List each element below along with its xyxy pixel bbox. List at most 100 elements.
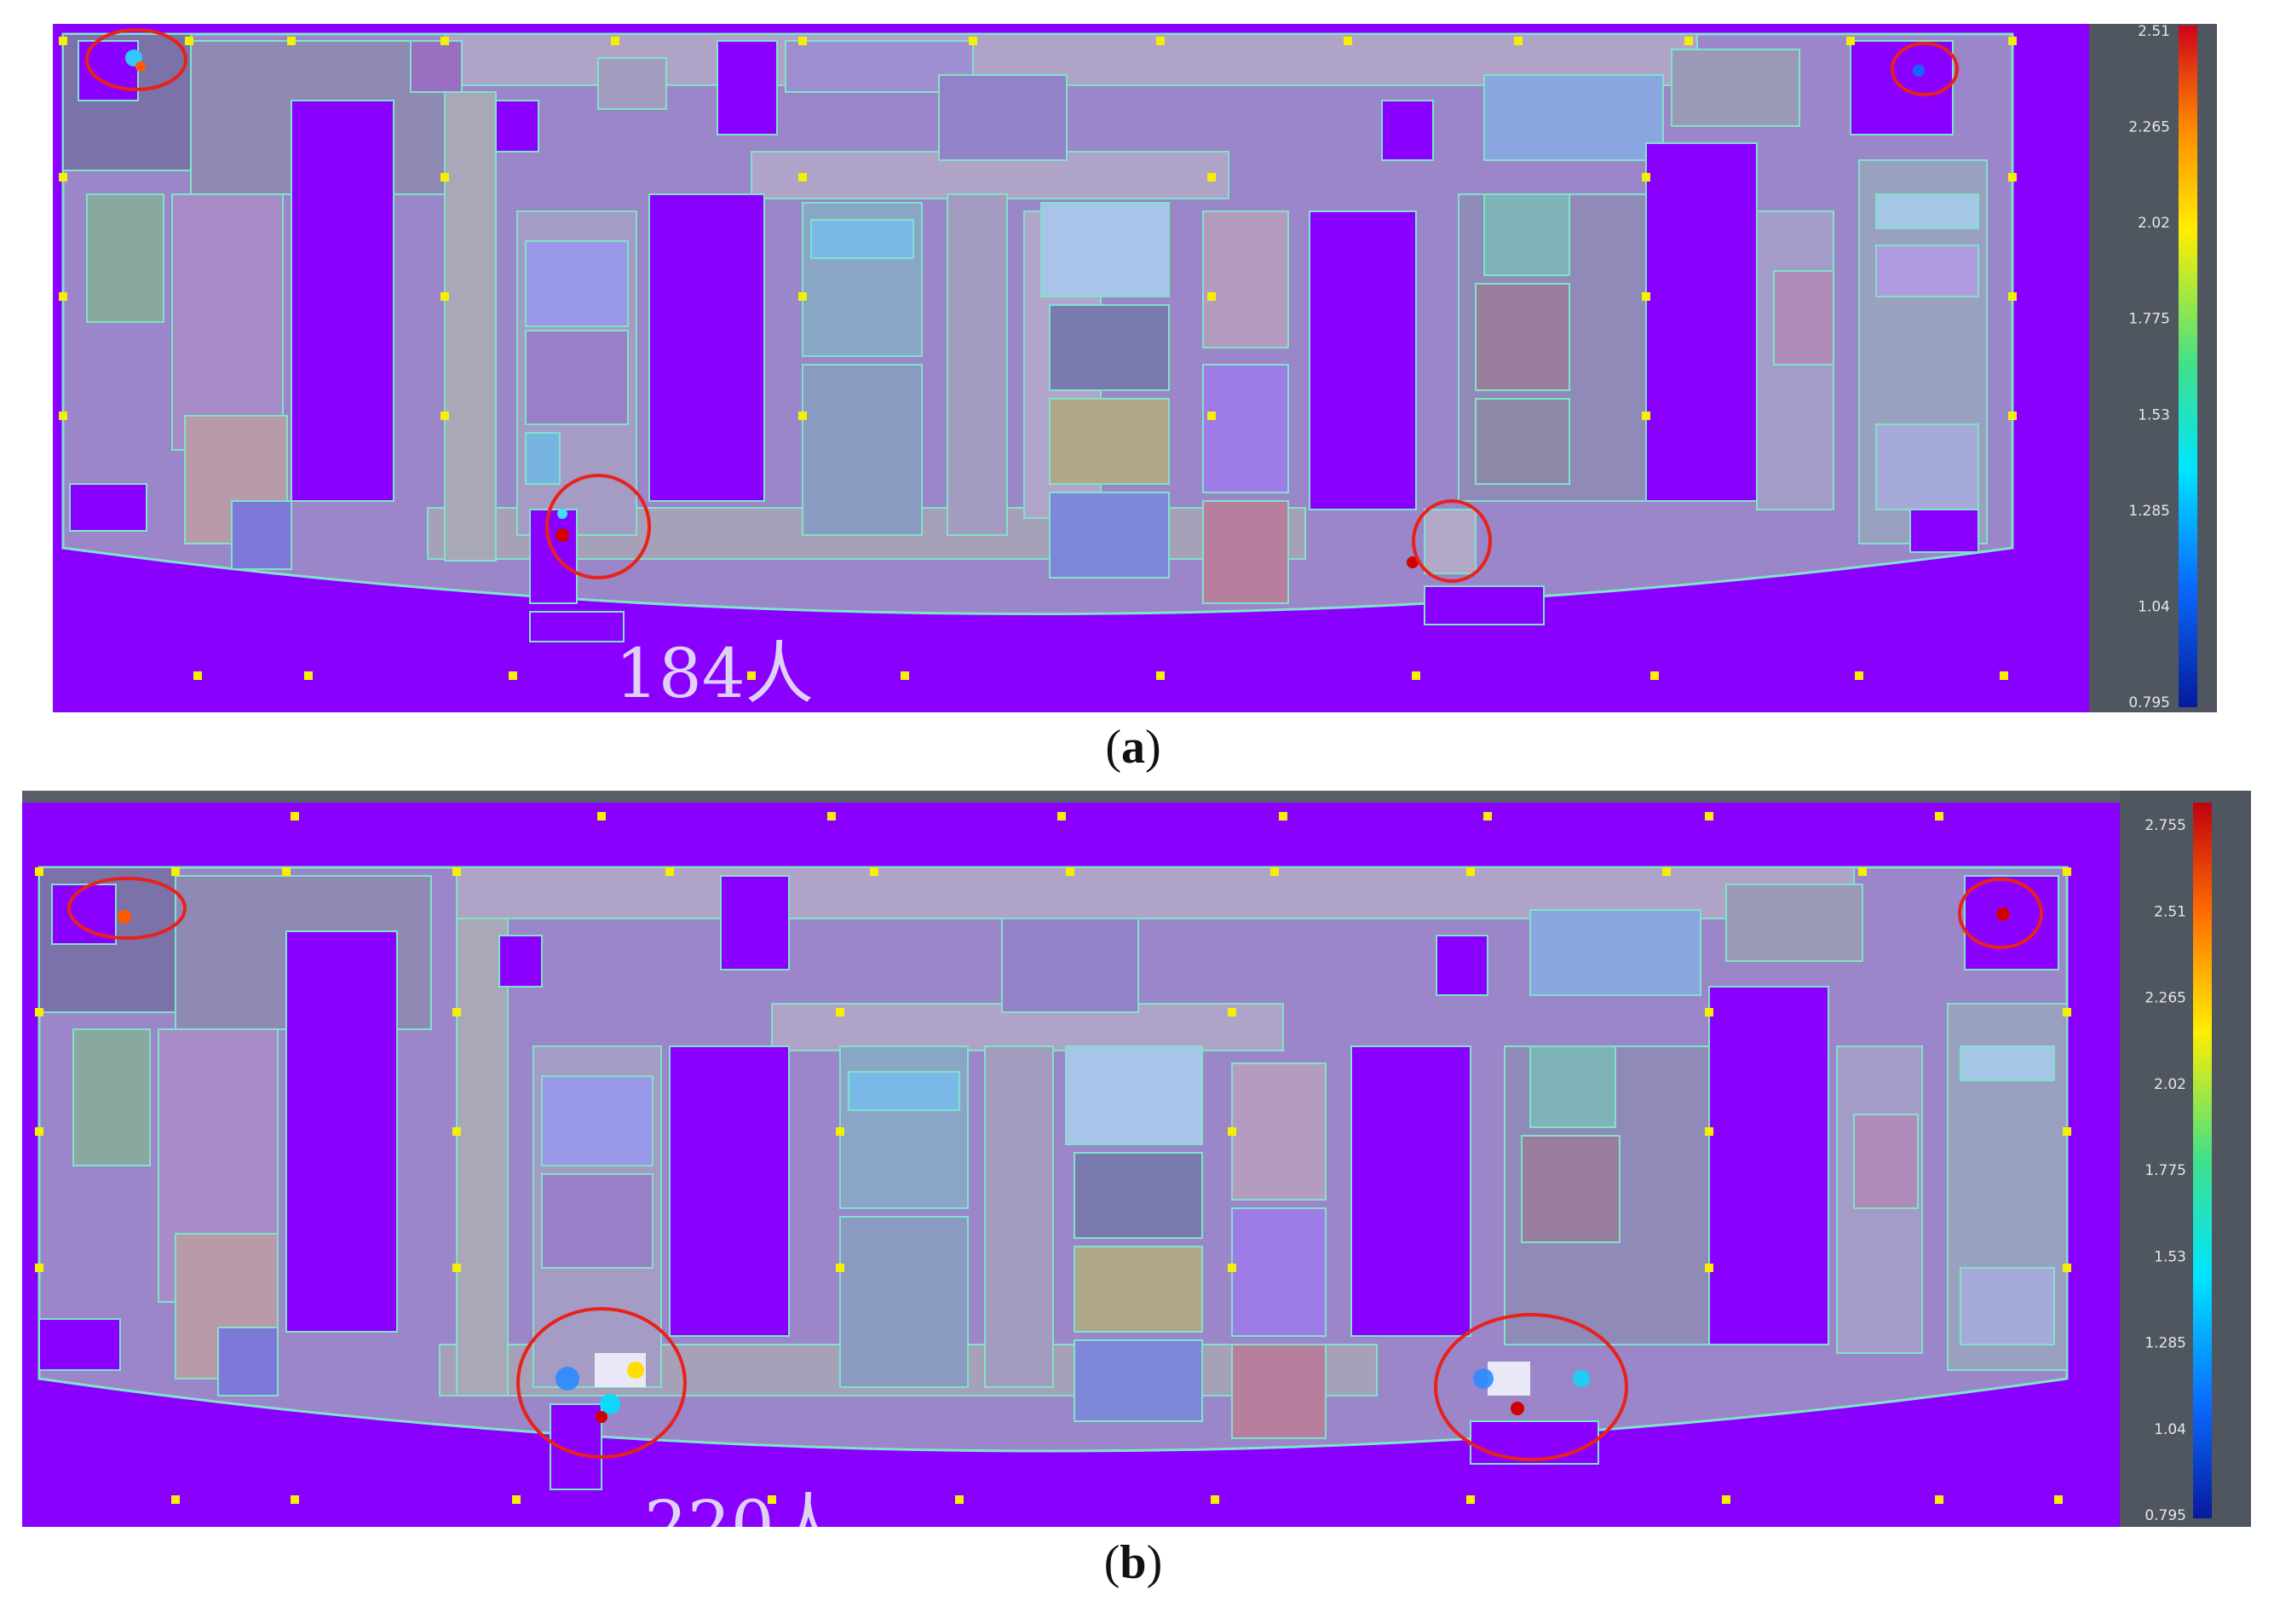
- colorbar-tick-a: 1.775: [2128, 311, 2170, 328]
- sensor-marker-b: [1705, 812, 1713, 821]
- sensor-marker-a: [2000, 671, 2008, 680]
- highlight-rings-a: [85, 28, 1959, 583]
- sensor-marker-a: [1642, 173, 1650, 181]
- sensor-marker-b: [1228, 1127, 1236, 1136]
- sensor-marker-a: [1207, 412, 1216, 420]
- sensor-marker-b: [35, 1264, 43, 1272]
- panel-a: 2.51 2.265 2.02 1.775 1.53 1.285 1.04 0.795: [53, 24, 2217, 712]
- sensor-marker-a: [59, 412, 67, 420]
- sensor-marker-a: [1684, 37, 1693, 45]
- sensor-marker-a: [1846, 37, 1855, 45]
- sensor-marker-a: [59, 173, 67, 181]
- sensor-marker-a: [509, 671, 517, 680]
- sensor-marker-b: [1466, 1495, 1475, 1504]
- sensor-marker-b: [452, 867, 461, 876]
- sensor-marker-b: [836, 1264, 844, 1272]
- colorbar-tick-a: 2.265: [2128, 119, 2170, 136]
- sensor-marker-a: [1855, 671, 1863, 680]
- sensor-marker-b: [870, 867, 878, 876]
- sensor-marker-b: [1466, 867, 1475, 876]
- sensor-marker-b: [1705, 1008, 1713, 1016]
- occupancy-text-b: 220人: [644, 1486, 843, 1527]
- colorbar-ticks-a: 2.51 2.265 2.02 1.775 1.53 1.285 1.04 0.795: [2128, 24, 2170, 711]
- sensor-marker-b: [1228, 1008, 1236, 1016]
- floor-plan-a: 2.51 2.265 2.02 1.775 1.53 1.285 1.04 0.795: [53, 24, 2217, 712]
- sensor-marker-b: [1483, 812, 1492, 821]
- sensor-marker-b: [1722, 1495, 1730, 1504]
- sensor-marker-b: [1066, 867, 1074, 876]
- colorbar-gradient-b: [2193, 803, 2212, 1518]
- sensor-marker-b: [452, 1127, 461, 1136]
- sensor-marker-a: [1642, 412, 1650, 420]
- sensor-marker-b: [836, 1127, 844, 1136]
- colorbar-tick-a: 1.04: [2138, 598, 2170, 615]
- sensor-marker-b: [1662, 867, 1671, 876]
- sensor-marker-a: [287, 37, 296, 45]
- sensor-marker-b: [171, 867, 180, 876]
- sensor-marker-b: [1858, 867, 1867, 876]
- sensor-marker-a: [798, 412, 807, 420]
- colorbar-frame-b: [2120, 791, 2251, 1527]
- sensor-marker-a: [1412, 671, 1420, 680]
- sensor-marker-a: [304, 671, 313, 680]
- sensor-marker-a: [185, 37, 193, 45]
- sensor-marker-a: [1642, 292, 1650, 301]
- panel-label-b: (b): [1103, 1536, 1163, 1589]
- sensor-marker-a: [2008, 37, 2017, 45]
- sensor-marker-a: [1207, 173, 1216, 181]
- panel-b: 2.755 2.51 2.265 2.02 1.775 1.53 1.285 1.04 0.79…: [22, 791, 2251, 1527]
- sensor-marker-b: [452, 1008, 461, 1016]
- sensor-marker-b: [2054, 1495, 2063, 1504]
- sensor-marker-a: [1650, 671, 1659, 680]
- sensor-marker-b: [2063, 1127, 2071, 1136]
- colorbar-tick-b: 2.265: [2144, 990, 2186, 1007]
- sensor-marker-b: [836, 1008, 844, 1016]
- sensor-marker-a: [193, 671, 202, 680]
- sensor-marker-b: [2063, 1264, 2071, 1272]
- sensor-marker-b: [1270, 867, 1279, 876]
- sensor-marker-a: [440, 173, 449, 181]
- sensor-marker-b: [1057, 812, 1066, 821]
- colorbar-tick-a: 1.53: [2138, 406, 2170, 423]
- sensor-marker-b: [1211, 1495, 1219, 1504]
- colorbar-tick-b: 1.04: [2154, 1421, 2186, 1438]
- congestion-hotspots-a: [125, 49, 1925, 568]
- congestion-hotspots-b: [118, 907, 2010, 1423]
- floor-plan-b: 2.755 2.51 2.265 2.02 1.775 1.53 1.285 1.04 0.79…: [22, 791, 2251, 1527]
- sensor-marker-a: [798, 173, 807, 181]
- sensor-marker-a: [2008, 173, 2017, 181]
- sensor-marker-a: [969, 37, 977, 45]
- sensor-marker-b: [665, 867, 674, 876]
- sensor-marker-a: [747, 671, 756, 680]
- sensor-marker-b: [512, 1495, 521, 1504]
- colorbar-tick-b: 1.53: [2154, 1248, 2186, 1265]
- sensor-marker-a: [1344, 37, 1352, 45]
- colorbar-gradient-a: [2179, 26, 2197, 707]
- sensor-marker-a: [611, 37, 619, 45]
- sensor-marker-a: [1514, 37, 1523, 45]
- panel-label-a: (a): [1105, 721, 1161, 774]
- sensor-marker-a: [798, 292, 807, 301]
- sensor-marker-b: [768, 1495, 776, 1504]
- highlight-rings-b: [67, 877, 2043, 1461]
- colorbar-tick-a: 1.285: [2128, 503, 2170, 520]
- sensor-marker-a: [1156, 671, 1165, 680]
- sensor-marker-b: [1705, 1127, 1713, 1136]
- sensor-marker-b: [452, 1264, 461, 1272]
- sensor-marker-a: [2008, 412, 2017, 420]
- colorbar-tick-b: 1.285: [2144, 1335, 2186, 1352]
- sensor-marker-b: [597, 812, 606, 821]
- sensor-marker-b: [171, 1495, 180, 1504]
- sensor-marker-b: [282, 867, 291, 876]
- sensor-marker-b: [1279, 812, 1287, 821]
- sensor-marker-a: [440, 412, 449, 420]
- sensor-marker-a: [901, 671, 909, 680]
- sensor-marker-a: [440, 37, 449, 45]
- colorbar-tick-a: 2.02: [2138, 215, 2170, 232]
- sensor-marker-b: [1705, 1264, 1713, 1272]
- sensor-marker-a: [59, 292, 67, 301]
- sensor-marker-b: [955, 1495, 964, 1504]
- sensor-markers-b: [35, 812, 2071, 1504]
- sensor-marker-b: [1935, 812, 1943, 821]
- colorbar-tick-b: 0.795: [2144, 1507, 2186, 1524]
